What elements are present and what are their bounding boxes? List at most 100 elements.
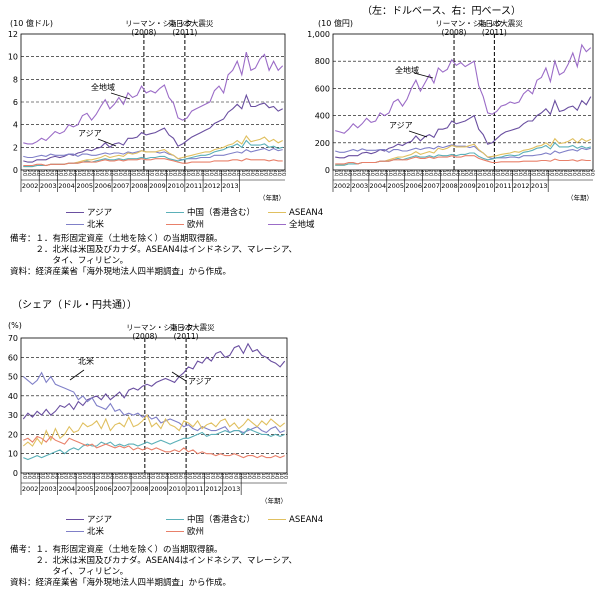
x-quarter-tick: 1Q [477,170,483,177]
x-year-label: 2004 [59,485,76,493]
x-quarter-tick: 3Q [104,473,110,480]
x-year-label: 2008 [131,182,148,190]
legend-swatch [166,531,184,532]
x-quarter-tick: 4Q [436,170,442,177]
x-year-label: 2008 [441,182,458,190]
x-year-label: 2006 [95,485,112,493]
x-quarter-tick: 3Q [140,170,146,177]
y-tick-label: 1,000 [307,30,330,39]
y-tick-label: 600 [315,84,330,93]
legend-swatch [166,212,184,213]
y-tick-label: 12 [8,30,18,39]
x-year-label: 2009 [149,182,166,190]
event-lehman-label: リーマン・ショック [435,19,503,28]
x-year-label: 2006 [405,182,422,190]
x-year-label: 2009 [459,182,476,190]
x-quarter-tick: 3Q [141,473,147,480]
x-quarter-tick: 4Q [90,473,96,480]
x-quarter-tick: 1Q [241,473,247,480]
x-quarter-tick: 1Q [58,473,64,480]
x-quarter-tick: 4Q [108,170,114,177]
x-quarter-tick: 2Q [228,473,234,480]
x-year-label: 2009 [150,485,167,493]
x-quarter-tick: 2Q [190,170,196,177]
y-tick-label: 70 [8,334,18,343]
x-year-label: 2007 [113,182,130,190]
x-quarter-tick: 3Q [176,170,182,177]
event-lehman-label: リーマン・ショック [125,19,193,28]
x-year-label: 2013 [531,182,548,190]
y-axis-label: (%) [8,321,22,330]
legend-label: 北米 [87,220,105,230]
y-tick-label: 10 [8,450,18,459]
x-quarter-tick: 2Q [153,170,159,177]
series-line-eu [335,155,591,165]
y-tick-label: 20 [8,430,18,439]
x-quarter-tick: 3Q [539,170,545,177]
legend-swatch [66,212,84,213]
x-year-label: 2011 [495,182,512,190]
x-quarter-tick: 2Q [481,170,487,177]
x-quarter-tick: 3Q [121,170,127,177]
y-tick-label: 50 [8,373,18,382]
y-tick-label: 200 [315,139,330,148]
x-quarter-tick: 4Q [454,170,460,177]
series-line-world [335,43,592,134]
x-quarter-tick: 1Q [186,473,192,480]
legend-swatch [66,224,84,225]
x-quarter-tick: 4Q [272,170,278,177]
x-quarter-tick: 4Q [72,473,78,480]
x-quarter-tick: 4Q [255,473,261,480]
x-quarter-tick: 3Q [85,170,91,177]
x-quarter-tick: 3Q [30,170,36,177]
x-quarter-tick: 4Q [35,473,41,480]
x-quarter-tick: 2Q [338,170,344,177]
x-quarter-tick: 2Q [356,170,362,177]
x-quarter-tick: 3Q [86,473,92,480]
x-year-label: 2013 [222,182,239,190]
x-quarter-tick: 1Q [459,170,465,177]
x-year-label: 2013 [224,485,241,493]
x-quarter-tick: 4Q [127,473,133,480]
legend-label: アジア [87,208,113,218]
x-quarter-tick: 4Q [219,473,225,480]
legend-swatch [268,519,286,520]
legend-item-eu: 欧州 [166,220,204,231]
annotation-arrow [408,130,428,138]
plot-frame [20,337,288,474]
x-quarter-tick: 3Q [251,473,257,480]
x-quarter-tick: 2Q [283,473,289,480]
y-tick-label: 400 [315,112,330,121]
x-year-label: 2010 [167,182,184,190]
y-tick-label: 800 [315,57,330,66]
x-quarter-tick: 2Q [244,170,250,177]
event-quake-year: (2011) [172,28,197,37]
legend-item-world: 全地域 [268,220,315,231]
y-tick-label: 0 [13,166,18,175]
x-quarter-tick: 2Q [226,170,232,177]
x-quarter-tick: 4Q [472,170,478,177]
x-quarter-tick: 3Q [158,170,164,177]
x-year-suffix: （年期） [259,193,285,202]
x-quarter-tick: 1Q [203,170,209,177]
annotation-asia: アジア [78,129,102,138]
x-quarter-tick: 1Q [584,170,590,177]
annotation-world: 全地域 [395,65,419,75]
x-year-label: 2007 [423,182,440,190]
x-quarter-tick: 1Q [260,473,266,480]
notes-share: 備考：１．有形固定資産（土地を除く）の当期取得額。 ２．北米は米国及びカナダ。A… [10,545,297,589]
x-quarter-tick: 3Q [49,473,55,480]
x-quarter-tick: 4Q [162,170,168,177]
x-quarter-tick: 2Q [63,473,69,480]
x-quarter-tick: 4Q [383,170,389,177]
x-year-label: 2002 [22,182,39,190]
x-quarter-tick: 3Q [214,473,220,480]
x-quarter-tick: 2Q [281,170,287,177]
legend-label: 中国（香港含む） [187,515,256,525]
x-quarter-tick: 2Q [445,170,451,177]
legend-label: 中国（香港含む） [187,208,256,218]
legend-item-asia: アジア [66,208,112,219]
x-quarter-tick: 1Q [258,170,264,177]
x-quarter-tick: 2Q [99,473,105,480]
x-quarter-tick: 1Q [333,170,339,177]
